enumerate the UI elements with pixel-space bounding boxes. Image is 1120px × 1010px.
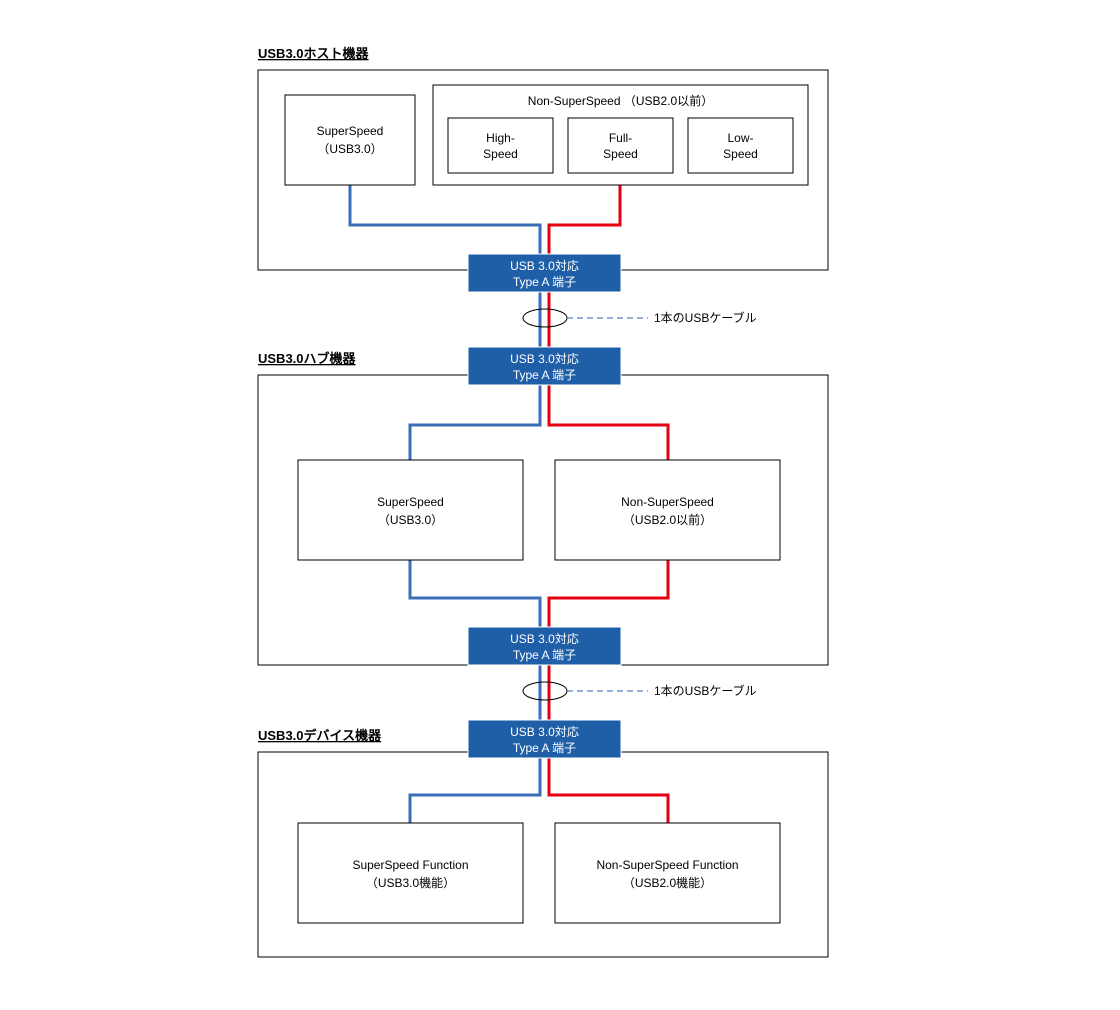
hub-nss-line1: Non-SuperSpeed [621,495,714,509]
device-nss-box [555,823,780,923]
device-ss-line1: SuperSpeed Function [352,858,468,872]
hub-ss-line1: SuperSpeed [377,495,444,509]
host-superspeed-box [285,95,415,185]
host-fs-line1: Full- [609,131,632,145]
cable-annotation-1: 1本のUSBケーブル [654,683,757,698]
hub-title: USB3.0ハブ機器 [258,351,357,366]
host-ss-line1: SuperSpeed [317,124,384,138]
host-ls-line2: Speed [723,147,758,161]
host-nss-group-label: Non-SuperSpeed （USB2.0以前） [528,93,713,108]
cable-ellipse-1 [523,682,567,700]
host-hs-box [448,118,553,173]
host-ss-line2: （USB3.0） [317,142,382,156]
host-title: USB3.0ホスト機器 [258,46,370,61]
connector-c4-line2: Type A 端子 [513,741,576,755]
connector-c2-line2: Type A 端子 [513,368,576,382]
host-ls-box [688,118,793,173]
connector-c1-line1: USB 3.0対応 [510,259,579,273]
connector-c2-line1: USB 3.0対応 [510,352,579,366]
device-ss-box [298,823,523,923]
device-ss-line2: （USB3.0機能） [366,875,455,890]
host-fs-line2: Speed [603,147,638,161]
hub-nss-line2: （USB2.0以前） [623,512,712,527]
connector-c3-line2: Type A 端子 [513,648,576,662]
host-fs-box [568,118,673,173]
device-title: USB3.0デバイス機器 [258,728,382,743]
host-ls-line1: Low- [727,131,753,145]
connector-c4-line1: USB 3.0対応 [510,725,579,739]
cable-ellipse-0 [523,309,567,327]
connector-c3-line1: USB 3.0対応 [510,632,579,646]
connector-c1-line2: Type A 端子 [513,275,576,289]
device-nss-line2: （USB2.0機能） [623,875,712,890]
host-hs-line2: Speed [483,147,518,161]
hub-ss-box [298,460,523,560]
cable-annotation-0: 1本のUSBケーブル [654,310,757,325]
hub-ss-line2: （USB3.0） [378,513,443,527]
hub-nss-box [555,460,780,560]
usb3-architecture-diagram: USB3.0ホスト機器 USB3.0ハブ機器 USB3.0デバイス機器 SuperSp… [0,0,1120,1010]
device-nss-line1: Non-SuperSpeed Function [596,858,738,872]
host-hs-line1: High- [486,131,515,145]
